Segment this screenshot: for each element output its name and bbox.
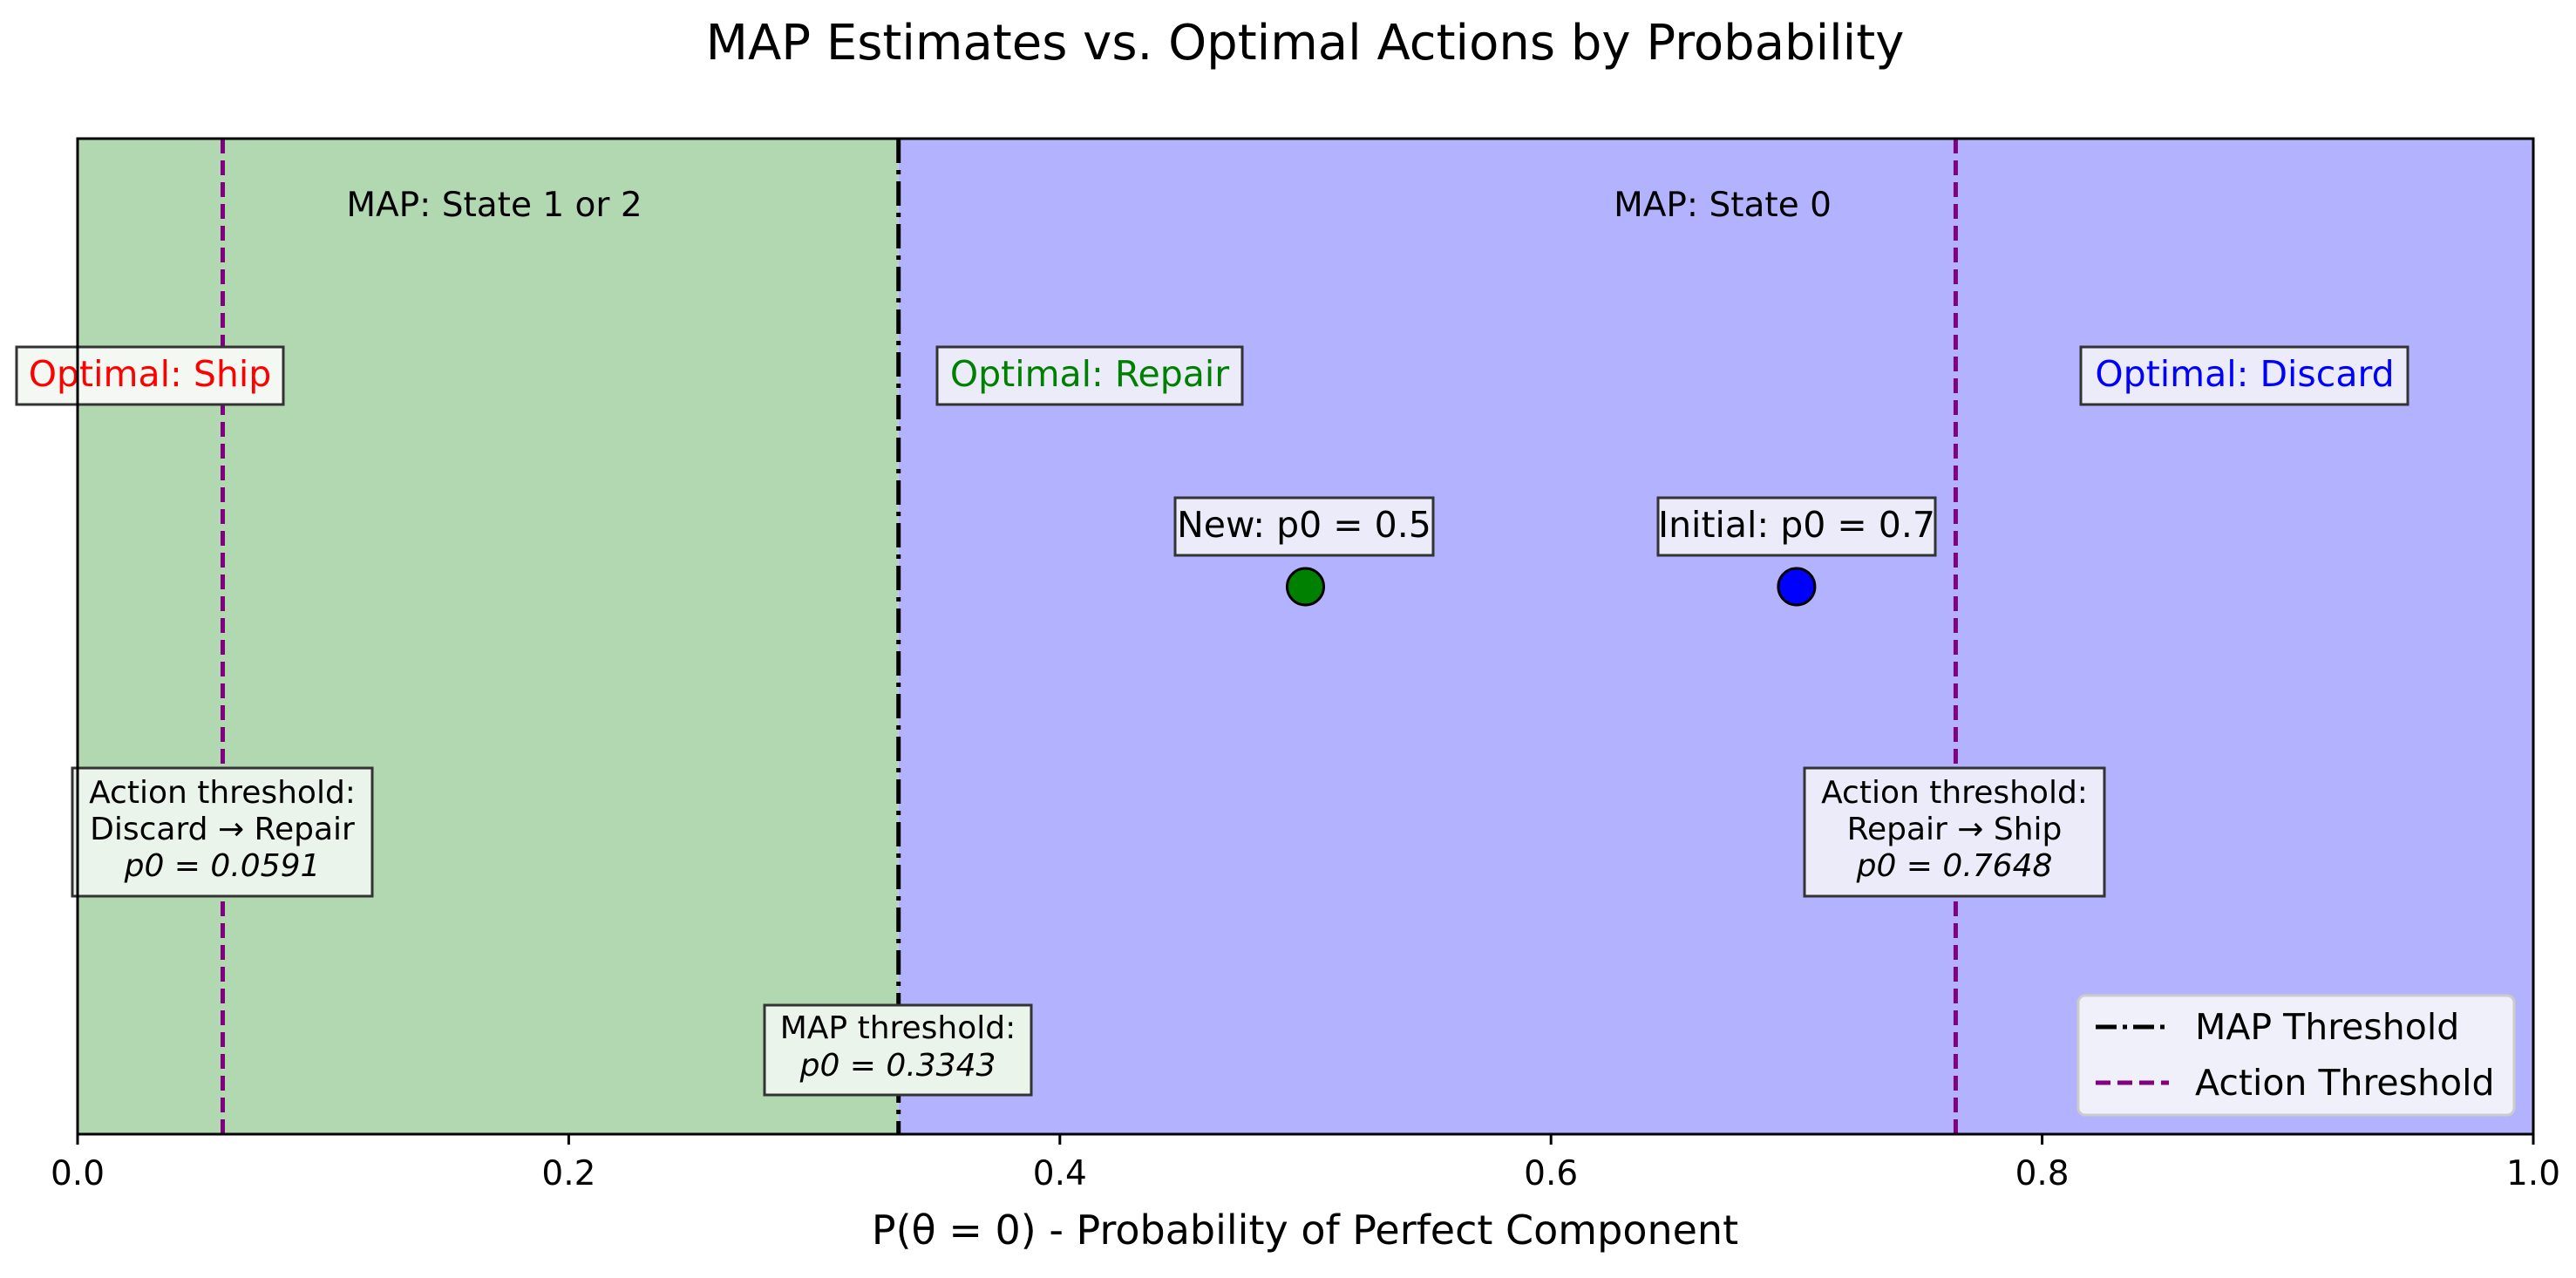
- x-tick-label: 0.0: [51, 1154, 105, 1193]
- optimal-discard-label: Optimal: Discard: [2079, 345, 2409, 406]
- annotation-map-threshold: MAP threshold: p0 = 0.3343: [763, 1003, 1033, 1097]
- svg-text:Action threshold:: Action threshold:: [89, 775, 356, 811]
- region-label-map-state-0: MAP: State 0: [1614, 186, 1832, 225]
- region-map-state-0: [898, 139, 2533, 1134]
- svg-text:New: p0 = 0.5: New: p0 = 0.5: [1177, 504, 1431, 546]
- x-tick-label: 1.0: [2506, 1154, 2560, 1193]
- x-tick-label: 0.2: [541, 1154, 595, 1193]
- svg-text:p0 = 0.7648: p0 = 0.7648: [1856, 848, 2053, 884]
- svg-text:Initial: p0 = 0.7: Initial: p0 = 0.7: [1658, 504, 1935, 546]
- svg-text:Optimal: Ship: Optimal: Ship: [29, 353, 272, 395]
- point-label-initial: Initial: p0 = 0.7: [1656, 496, 1937, 557]
- point-label-new: New: p0 = 0.5: [1173, 496, 1435, 557]
- legend: MAP Threshold Action Threshold: [2076, 994, 2516, 1117]
- x-axis-label: P(θ = 0) - Probability of Perfect Compon…: [872, 1207, 1738, 1254]
- region-map-state-1-or-2: [78, 139, 899, 1134]
- legend-action-threshold-label: Action Threshold: [2195, 1062, 2495, 1104]
- svg-text:Optimal: Discard: Optimal: Discard: [2095, 353, 2394, 395]
- x-tick-label: 0.8: [2015, 1154, 2070, 1193]
- optimal-repair-label: Optimal: Repair: [935, 345, 1244, 406]
- plot-frame: [76, 137, 2535, 1136]
- svg-text:MAP threshold:: MAP threshold:: [780, 1010, 1016, 1046]
- data-point-new: [1286, 567, 1325, 607]
- legend-map-threshold-label: MAP Threshold: [2195, 1006, 2459, 1048]
- svg-text:p0 = 0.0591: p0 = 0.0591: [124, 848, 321, 884]
- annotation-action-threshold-discard-repair: Action threshold: Discard → Repair p0 = …: [71, 766, 374, 898]
- data-point-initial: [1777, 567, 1817, 607]
- annotation-action-threshold-repair-ship: Action threshold: Repair → Ship p0 = 0.7…: [1803, 766, 2106, 898]
- svg-text:Action threshold:: Action threshold:: [1821, 775, 2088, 811]
- svg-text:Optimal: Repair: Optimal: Repair: [950, 353, 1229, 395]
- svg-text:p0 = 0.3343: p0 = 0.3343: [799, 1048, 996, 1084]
- svg-text:Discard → Repair: Discard → Repair: [90, 812, 355, 847]
- x-axis: 0.0 0.2 0.4 0.6 0.8 1.0: [51, 1134, 2560, 1193]
- optimal-ship-label: Optimal: Ship: [15, 345, 285, 406]
- svg-text:Repair → Ship: Repair → Ship: [1847, 812, 2063, 847]
- region-label-map-state-1-or-2: MAP: State 1 or 2: [346, 186, 642, 225]
- x-tick-label: 0.4: [1033, 1154, 1087, 1193]
- x-tick-label: 0.6: [1524, 1154, 1578, 1193]
- chart-title: MAP Estimates vs. Optimal Actions by Pro…: [706, 15, 1905, 71]
